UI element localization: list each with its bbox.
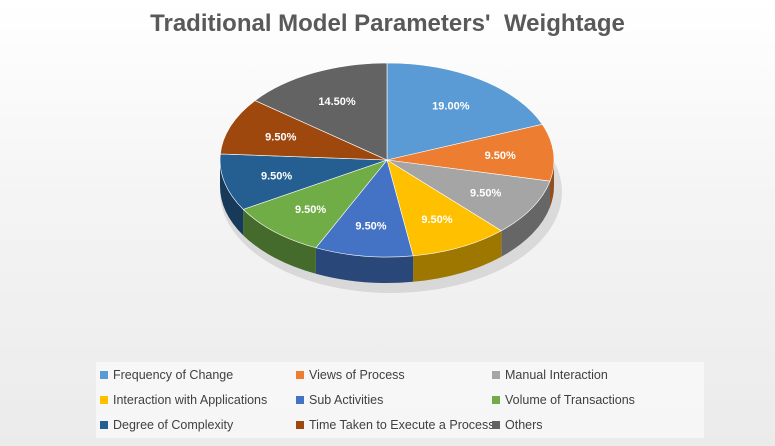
legend-swatch — [100, 371, 108, 379]
data-label: 14.50% — [318, 96, 356, 108]
pie-slice — [219, 153, 388, 210]
legend-item: Sub Activities — [296, 391, 490, 409]
pie-slice — [219, 100, 388, 161]
pie-slice — [242, 159, 388, 249]
legend-item: Frequency of Change — [100, 366, 294, 384]
data-label: 9.50% — [265, 132, 296, 144]
data-label: 9.50% — [470, 188, 501, 200]
pie-slice — [386, 62, 543, 161]
data-label: 9.50% — [355, 220, 386, 232]
legend-item: Degree of Complexity — [100, 416, 294, 434]
legend-label: Degree of Complexity — [113, 418, 234, 432]
legend-label: Time Taken to Execute a Process — [309, 418, 495, 432]
legend-swatch — [296, 396, 304, 404]
legend-label: Others — [505, 418, 543, 432]
legend-label: Sub Activities — [309, 393, 384, 407]
legend-label: Interaction with Applications — [113, 393, 268, 407]
legend-swatch — [100, 396, 108, 404]
legend-swatch — [296, 421, 304, 429]
chart-title: Traditional Model Parameters' Weightage — [150, 10, 625, 37]
legend-label: Views of Process — [309, 368, 405, 382]
legend-item: Volume of Transactions — [492, 391, 686, 409]
pie-slice-side — [315, 247, 414, 283]
legend-swatch — [492, 371, 500, 379]
pie-slice-side — [501, 181, 550, 257]
legend-swatch — [492, 421, 500, 429]
pie-slice — [386, 123, 555, 182]
pie-chart: 19.00% 9.50% 9.50% 9.50% 9.50% 9.50% 9.50% 9.50… — [219, 62, 562, 293]
pie-slice — [386, 159, 551, 232]
data-label: 9.50% — [261, 170, 292, 182]
pie-slice — [386, 159, 502, 257]
legend: Frequency of Change Views of Process Manua… — [96, 362, 704, 438]
legend-item: Interaction with Applications — [100, 391, 294, 409]
pie-slice — [254, 62, 388, 161]
legend-item: Manual Interaction — [492, 366, 686, 384]
data-label: 9.50% — [421, 214, 452, 226]
legend-item: Others — [492, 416, 686, 434]
legend-item: Time Taken to Execute a Process — [296, 416, 495, 434]
legend-item: Views of Process — [296, 366, 490, 384]
legend-label: Frequency of Change — [113, 368, 234, 382]
legend-label: Manual Interaction — [505, 368, 608, 382]
pie-slice — [315, 159, 414, 258]
pie-slice-side — [243, 209, 316, 274]
legend-swatch — [100, 421, 108, 429]
pie-slice-side — [220, 160, 244, 236]
data-label: 9.50% — [295, 204, 326, 216]
data-label: 19.00% — [432, 100, 470, 112]
pie-slice-side — [413, 230, 502, 282]
legend-swatch — [492, 396, 500, 404]
legend-label: Volume of Transactions — [505, 393, 635, 407]
legend-swatch — [296, 371, 304, 379]
data-label: 9.50% — [485, 150, 516, 162]
